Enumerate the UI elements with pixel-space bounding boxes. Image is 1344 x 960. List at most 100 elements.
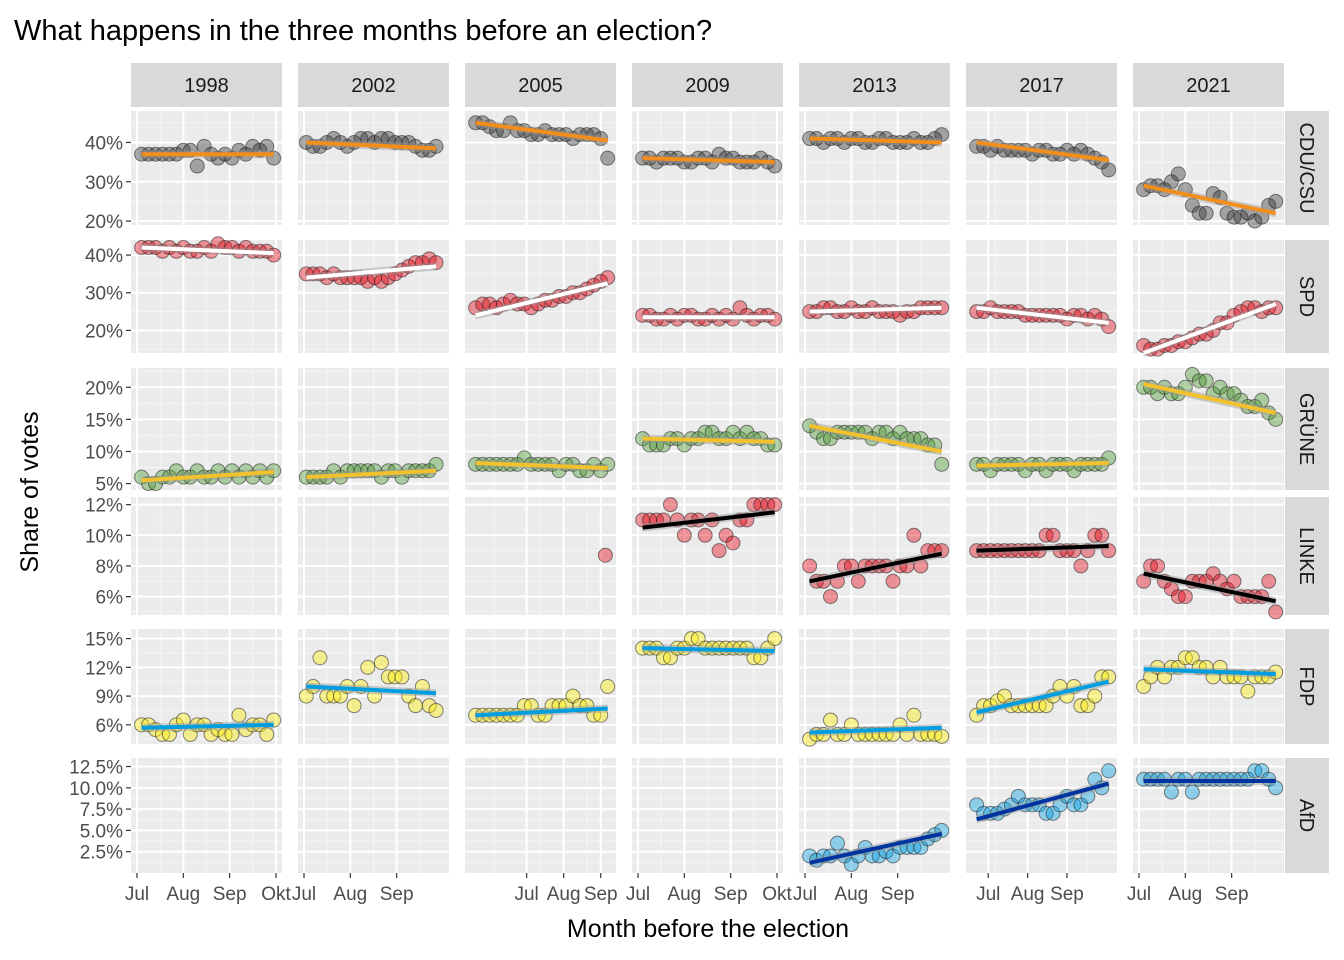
trend-line	[475, 120, 608, 143]
x-tick-label: Jul	[626, 884, 650, 905]
data-point	[850, 573, 866, 589]
data-point	[906, 707, 922, 723]
panel-AfD-2013	[799, 758, 950, 873]
panel-CDU/CSU-2017	[966, 111, 1117, 225]
x-tick-label: Sep	[881, 884, 915, 905]
strip-year-2009	[632, 63, 783, 107]
data-point	[767, 497, 783, 513]
y-tick-label: 30%	[85, 284, 123, 305]
x-tick-label: Sep	[714, 884, 748, 905]
data-point	[822, 589, 838, 605]
y-tick-label: 2.5%	[80, 843, 123, 864]
panel-FDP-2009	[632, 629, 783, 744]
y-tick-label: 20%	[85, 321, 123, 342]
x-tick-label: Aug	[667, 884, 701, 905]
x-tick-label: Okt	[762, 884, 792, 905]
trend-line	[475, 281, 609, 318]
data-point	[231, 707, 247, 723]
chart-title: What happens in the three months before …	[14, 15, 712, 47]
data-point	[1184, 784, 1200, 800]
strip-year-label: 2021	[1186, 75, 1231, 97]
panel-CDU/CSU-2005	[465, 111, 616, 225]
trend-line	[306, 140, 437, 151]
strip-party-label: FDP	[1295, 667, 1317, 707]
y-tick-label: 6%	[96, 588, 124, 609]
panel-AfD-1998	[131, 758, 282, 873]
strip-party-3	[1285, 497, 1329, 615]
data-point	[934, 456, 950, 472]
data-point	[600, 150, 616, 166]
strip-party-label: LINKE	[1295, 527, 1317, 585]
trend-line	[642, 646, 775, 654]
trend-line	[976, 305, 1109, 325]
panel-GRÜNE-2017	[966, 368, 1117, 490]
strip-year-label: 2009	[685, 75, 730, 97]
data-point	[600, 679, 616, 694]
data-point	[373, 655, 389, 671]
data-point	[360, 659, 376, 675]
x-tick-label: Aug	[333, 884, 367, 905]
data-point	[1226, 573, 1242, 589]
trend-line	[809, 423, 943, 454]
panel-GRÜNE-2009	[632, 368, 783, 490]
data-point	[1150, 558, 1166, 574]
panel-AfD-2021	[1133, 758, 1284, 873]
y-tick-label: 40%	[85, 246, 123, 267]
data-point	[1101, 669, 1117, 685]
data-point	[1045, 527, 1061, 543]
panel-SPD-1998	[131, 236, 282, 353]
data-point	[1261, 573, 1277, 589]
x-tick-label: Sep	[1215, 884, 1249, 905]
strip-year-1998	[131, 63, 282, 107]
panel-CDU/CSU-2009	[632, 111, 783, 225]
y-tick-label: 7.5%	[80, 800, 123, 821]
strip-party-4	[1285, 629, 1329, 744]
trend-line	[642, 156, 775, 165]
x-tick-label: Aug	[1011, 884, 1045, 905]
trend-line	[1143, 571, 1277, 604]
panel-SPD-2009	[632, 240, 783, 353]
strip-year-label: 1998	[184, 75, 229, 97]
panel-LINKE-2017	[966, 497, 1117, 615]
trend-line	[1143, 382, 1277, 415]
panel-LINKE-2009	[632, 497, 783, 615]
data-point	[597, 547, 613, 563]
y-tick-label: 12%	[85, 496, 123, 517]
y-tick-label: 30%	[85, 173, 123, 194]
strip-year-2017	[966, 63, 1117, 107]
x-tick-label: Sep	[584, 884, 618, 905]
data-point	[394, 669, 410, 685]
trend-line	[1142, 302, 1277, 355]
strip-party-5	[1285, 758, 1329, 873]
trend-line	[809, 136, 942, 145]
panel-SPD-2005	[465, 240, 616, 353]
x-tick-label: Aug	[1168, 884, 1202, 905]
data-point	[1101, 763, 1117, 779]
data-point	[676, 527, 692, 543]
trend-line	[642, 436, 775, 444]
trend-line	[475, 706, 608, 718]
data-point	[767, 631, 783, 647]
data-point	[189, 158, 205, 174]
y-tick-label: 15%	[85, 630, 123, 651]
panel-LINKE-2021	[1133, 497, 1284, 620]
trend-line	[976, 140, 1109, 163]
strip-party-1	[1285, 240, 1329, 353]
strip-year-2002	[298, 63, 449, 107]
trend-line	[141, 245, 274, 256]
panel-AfD-2005	[465, 758, 616, 873]
y-tick-label: 20%	[85, 212, 123, 233]
x-tick-label: Aug	[166, 884, 200, 905]
x-tick-label: Sep	[1050, 884, 1084, 905]
x-tick-label: Aug	[834, 884, 868, 905]
panel-GRÜNE-2002	[298, 368, 449, 490]
y-tick-label: 10%	[85, 526, 123, 547]
y-tick-label: 10.0%	[69, 779, 123, 800]
data-point	[1170, 166, 1186, 182]
trend-line	[642, 510, 775, 530]
trend-line	[809, 305, 942, 314]
y-tick-label: 10%	[85, 442, 123, 463]
data-point	[906, 527, 922, 543]
panel-CDU/CSU-2013	[799, 111, 950, 225]
panel-FDP-2021	[1133, 629, 1284, 744]
